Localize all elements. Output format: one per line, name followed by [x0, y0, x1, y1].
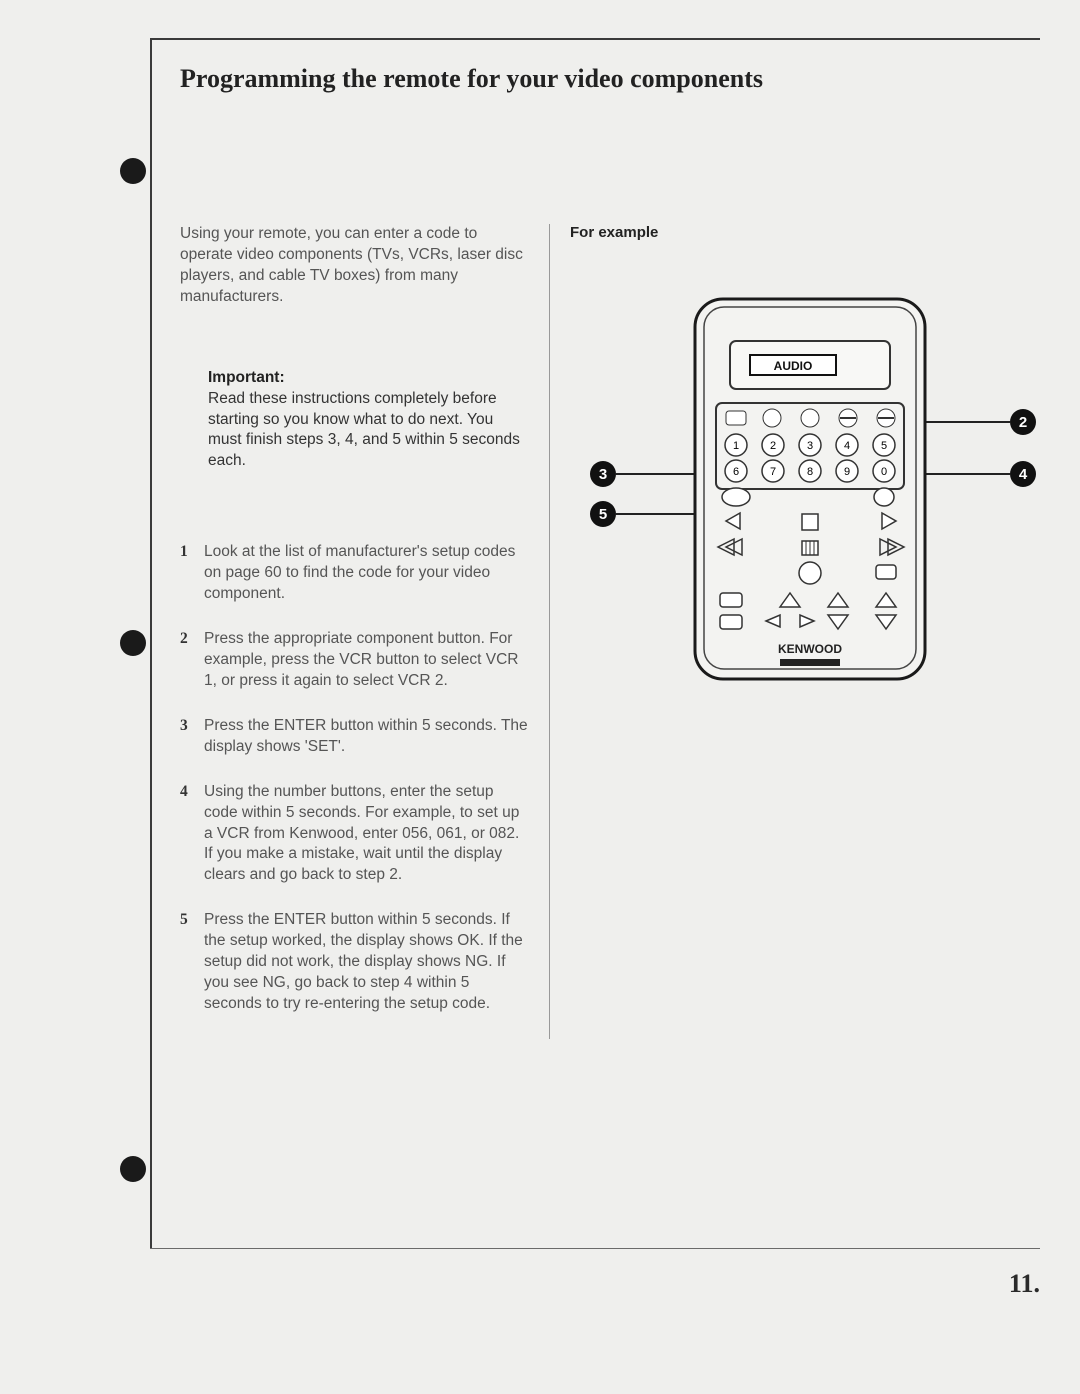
- callout-badge-5: 5: [590, 501, 616, 527]
- svg-text:5: 5: [881, 440, 887, 452]
- svg-text:7: 7: [770, 466, 776, 478]
- svg-text:3: 3: [807, 440, 813, 452]
- for-example-heading: For example: [570, 224, 1040, 241]
- left-column: Using your remote, you can enter a code …: [180, 224, 529, 1039]
- step-item: 3 Press the ENTER button within 5 second…: [180, 716, 529, 758]
- binder-hole: [120, 1156, 146, 1182]
- stop-icon: [802, 514, 818, 530]
- brand-label: KENWOOD: [778, 642, 842, 656]
- step-number: 1: [180, 542, 192, 563]
- page-number: 11.: [1009, 1269, 1040, 1299]
- right-column: For example 2 3 4 5: [549, 224, 1040, 1039]
- step-item: 5 Press the ENTER button within 5 second…: [180, 910, 529, 1015]
- model-bar: [780, 659, 840, 666]
- callout-badge-2: 2: [1010, 409, 1036, 435]
- svg-text:4: 4: [844, 440, 850, 452]
- svg-text:9: 9: [844, 466, 850, 478]
- step-number: 5: [180, 910, 192, 931]
- intro-text: Using your remote, you can enter a code …: [180, 224, 529, 308]
- frame-top: [150, 38, 1040, 40]
- important-heading: Important:: [208, 368, 529, 389]
- page: Programming the remote for your video co…: [0, 0, 1080, 1394]
- important-text: Read these instructions completely befor…: [208, 389, 529, 473]
- remote-illustration: 2 3 4 5 AU: [570, 261, 1050, 681]
- important-block: Important: Read these instructions compl…: [208, 368, 529, 473]
- binder-hole: [120, 158, 146, 184]
- svg-text:0: 0: [881, 466, 887, 478]
- display-label: AUDIO: [774, 359, 813, 373]
- frame-left: [150, 38, 152, 1249]
- page-title: Programming the remote for your video co…: [180, 64, 1040, 94]
- step-item: 1 Look at the list of manufacturer's set…: [180, 542, 529, 605]
- steps-list: 1 Look at the list of manufacturer's set…: [180, 542, 529, 1015]
- binder-hole: [120, 630, 146, 656]
- step-item: 2 Press the appropriate component button…: [180, 629, 529, 692]
- step-number: 3: [180, 716, 192, 737]
- content-columns: Using your remote, you can enter a code …: [180, 224, 1040, 1039]
- callout-badge-4: 4: [1010, 461, 1036, 487]
- svg-text:2: 2: [770, 440, 776, 452]
- step-text: Press the appropriate component button. …: [204, 629, 529, 692]
- step-number: 2: [180, 629, 192, 650]
- svg-text:6: 6: [733, 466, 739, 478]
- step-text: Look at the list of manufacturer's setup…: [204, 542, 529, 605]
- step-item: 4 Using the number buttons, enter the se…: [180, 782, 529, 887]
- svg-text:8: 8: [807, 466, 813, 478]
- svg-text:1: 1: [733, 440, 739, 452]
- remote-body: AUDIO: [695, 299, 925, 679]
- remote-svg: AUDIO: [570, 261, 1050, 691]
- step-text: Press the ENTER button within 5 seconds.…: [204, 716, 529, 758]
- frame-bottom: [150, 1248, 1040, 1249]
- step-number: 4: [180, 782, 192, 803]
- callout-badge-3: 3: [590, 461, 616, 487]
- step-text: Using the number buttons, enter the setu…: [204, 782, 529, 887]
- step-text: Press the ENTER button within 5 seconds.…: [204, 910, 529, 1015]
